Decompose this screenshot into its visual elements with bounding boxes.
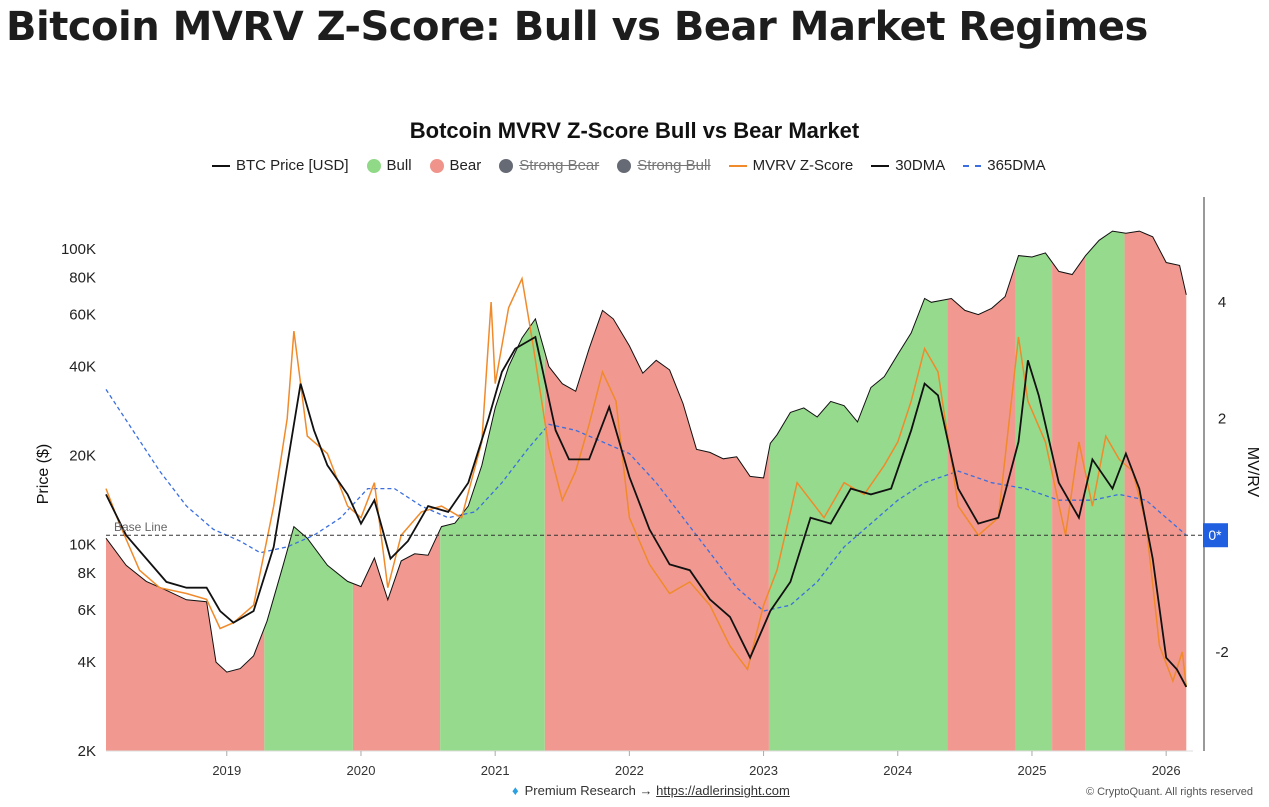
- adlerinsight-link[interactable]: https://adlerinsight.com: [656, 783, 790, 798]
- legend-label: Bear: [449, 157, 482, 174]
- right-tick-label: -2: [1215, 644, 1228, 661]
- regime-bear-10: [1124, 231, 1187, 751]
- zero-marker-box: [1203, 523, 1228, 548]
- legend-item[interactable]: Bear: [429, 157, 482, 174]
- left-tick-label: 100K: [61, 241, 96, 258]
- legend: BTC Price [USD] Bull Bear Strong Bear Strong…: [212, 157, 1046, 174]
- legend-label: 365DMA: [987, 157, 1046, 174]
- legend-label: Strong Bull: [637, 157, 711, 174]
- x-tick-label: 2022: [615, 763, 644, 778]
- zero-marker-label: 0*: [1208, 527, 1222, 543]
- x-tick-label: 2024: [883, 763, 912, 778]
- legend-label: MVRV Z-Score: [752, 157, 854, 174]
- x-tick-label: 2026: [1152, 763, 1181, 778]
- legend-swatch: [728, 164, 747, 167]
- axes: Base Line 2K 4K 6K 8K 10K 20K 40K 60K 80K 100K -2 2 4…: [35, 197, 1261, 778]
- left-tick-label: 10K: [69, 536, 96, 553]
- regime-bull-1: [264, 526, 353, 751]
- legend-item[interactable]: 30DMA: [871, 157, 945, 174]
- legend-label: Strong Bear: [519, 157, 600, 174]
- price-area: [106, 231, 1187, 751]
- chart-title: Botcoin MVRV Z-Score Bull vs Bear Market: [409, 118, 860, 143]
- legend-label: BTC Price [USD]: [236, 157, 349, 174]
- copyright: © CryptoQuant. All rights reserved: [1085, 786, 1253, 798]
- legend-item[interactable]: Strong Bear: [499, 157, 599, 174]
- x-tick-label: 2023: [749, 763, 778, 778]
- left-tick-label: 20K: [69, 448, 96, 465]
- right-tick-label: 4: [1218, 294, 1226, 311]
- legend-swatch: [212, 164, 230, 167]
- regime-bear-4: [544, 310, 769, 751]
- left-tick-label: 40K: [69, 359, 96, 376]
- left-tick-label: 6K: [78, 602, 96, 619]
- legend-swatch: [429, 158, 444, 173]
- left-tick-label: 4K: [78, 654, 96, 671]
- dma-30-line: [105, 335, 1188, 688]
- regime-bear-0: [106, 538, 265, 751]
- legend-label: Bull: [386, 157, 412, 174]
- right-tick-label: 2: [1218, 411, 1226, 428]
- dma-365-line: [105, 389, 1187, 612]
- x-tick-label: 2019: [212, 763, 241, 778]
- left-tick-label: 2K: [78, 743, 96, 760]
- legend-label: 30DMA: [895, 157, 946, 174]
- regime-bear-6: [947, 262, 1016, 751]
- regime-bull-7: [1015, 252, 1053, 751]
- regime-bull-5: [768, 298, 948, 751]
- mvrv-zscore-line: [105, 276, 1188, 687]
- page-title: Bitcoin MVRV Z-Score: Bull vs Bear Marke…: [6, 4, 1148, 50]
- legend-item[interactable]: 365DMA: [963, 157, 1046, 174]
- legend-item[interactable]: MVRV Z-Score: [728, 157, 854, 174]
- base-line-label: Base Line: [114, 520, 168, 534]
- left-axis-title: Price ($): [35, 444, 52, 504]
- left-tick-label: 80K: [69, 270, 96, 287]
- regime-bear-2: [352, 529, 441, 751]
- btc-price-line: [105, 230, 1187, 673]
- x-tick-label: 2025: [1018, 763, 1047, 778]
- premium-text: Premium Research →: [524, 783, 653, 798]
- footer-premium: ♦ Premium Research → https://adlerinsight…: [512, 783, 790, 798]
- x-tick-label: 2021: [481, 763, 510, 778]
- legend-swatch: [366, 158, 381, 173]
- x-tick-label: 2020: [347, 763, 376, 778]
- legend-swatch: [617, 158, 632, 173]
- diamond-icon: ♦: [512, 783, 519, 798]
- left-tick-label: 8K: [78, 565, 96, 582]
- legend-swatch: [963, 164, 982, 167]
- legend-item[interactable]: Strong Bull: [617, 157, 711, 174]
- series-lines: [105, 230, 1188, 688]
- left-tick-label: 60K: [69, 307, 96, 324]
- legend-swatch: [499, 158, 514, 173]
- legend-item[interactable]: BTC Price [USD]: [212, 157, 349, 174]
- regime-bull-9: [1085, 231, 1125, 751]
- regime-bear-8: [1052, 255, 1086, 751]
- legend-item[interactable]: Bull: [366, 157, 412, 174]
- legend-swatch: [871, 164, 890, 167]
- right-axis-title: MV/RV: [1244, 447, 1261, 498]
